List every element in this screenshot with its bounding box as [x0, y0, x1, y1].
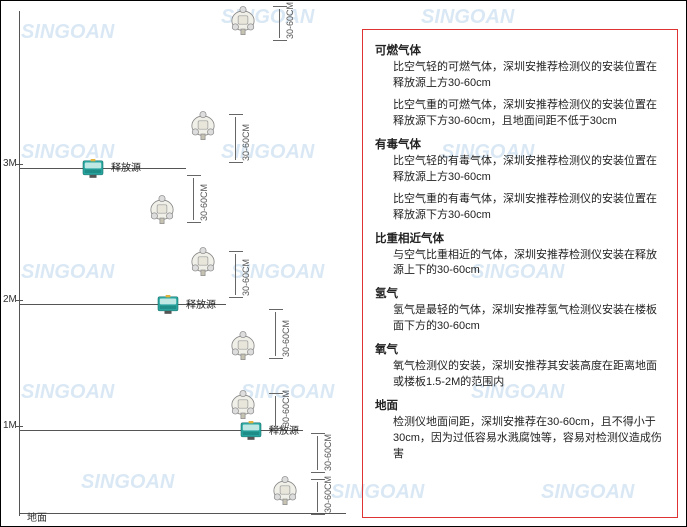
legend-section-title: 氢气 — [375, 285, 667, 301]
watermark: SINGOAN — [81, 471, 174, 494]
height-tick — [15, 426, 23, 427]
release-source-icon — [239, 421, 263, 441]
release-source-label: 释放源 — [186, 296, 216, 311]
height-tick — [15, 164, 23, 165]
legend-text: 比空气重的有毒气体，深圳安推荐检测仪的安装位置在释放源下方30-60cm — [393, 192, 667, 224]
watermark: SINGOAN — [21, 381, 114, 404]
gas-detector-icon — [148, 193, 176, 225]
gas-detector-icon — [189, 109, 217, 141]
legend-section-title: 地面 — [375, 397, 667, 413]
legend-section-title: 比重相近气体 — [375, 230, 667, 246]
watermark: SINGOAN — [421, 6, 514, 29]
legend-text: 与空气比重相近的气体，深圳安推荐检测仪安装在释放源上下的30-60cm — [393, 248, 667, 280]
dimension-label: 30-60CM — [323, 481, 333, 513]
release-source-icon — [156, 295, 180, 315]
release-source-icon — [81, 159, 105, 179]
height-axis — [19, 11, 20, 516]
gas-detector-icon — [229, 4, 257, 36]
legend-text: 比空气轻的有毒气体，深圳安推荐检测仪的安装位置在释放源上方30-60cm — [393, 154, 667, 186]
gas-detector-icon — [229, 388, 257, 420]
legend-text: 检测仪地面间距，深圳安推荐在30-60cm，且不得小于30cm，因为过低容易水溅… — [393, 415, 667, 463]
dimension-label: 30-60CM — [281, 395, 291, 427]
legend-text: 比空气轻的可燃气体，深圳安推荐检测仪的安装位置在释放源上方30-60cm — [393, 60, 667, 92]
height-tick — [15, 300, 23, 301]
legend-section-title: 氧气 — [375, 341, 667, 357]
legend-box: 可燃气体比空气轻的可燃气体，深圳安推荐检测仪的安装位置在释放源上方30-60cm… — [362, 29, 678, 518]
dimension-label: 30-60CM — [323, 435, 333, 471]
legend-text: 氢气是最轻的气体，深圳安推荐氢气检测仪安装在楼板面下方的30-60cm — [393, 303, 667, 335]
legend-section-title: 有毒气体 — [375, 136, 667, 152]
legend-text: 比空气重的可燃气体，深圳安推荐检测仪的安装位置在释放源下方30-60cm，且地面… — [393, 98, 667, 130]
legend-section-title: 可燃气体 — [375, 42, 667, 58]
gas-detector-icon — [229, 329, 257, 361]
dimension-label: 30-60CM — [285, 8, 295, 39]
diagram-page: SINGOAN SINGOAN SINGOAN SINGOAN SINGOAN … — [0, 0, 687, 527]
dimension-label: 30-60CM — [199, 177, 209, 221]
watermark: SINGOAN — [21, 21, 114, 44]
gas-detector-icon — [271, 474, 299, 506]
ground-line — [19, 513, 346, 514]
release-source-label: 释放源 — [111, 159, 141, 174]
gas-detector-icon — [189, 245, 217, 277]
watermark: SINGOAN — [21, 261, 114, 284]
dimension-label: 30-60CM — [241, 253, 251, 296]
ground-label: 地面 — [27, 509, 47, 524]
dimension-label: 30-60CM — [281, 311, 291, 357]
legend-text: 氧气检测仪的安装，深圳安推荐其安装高度在距离地面或楼板1.5-2M的范围内 — [393, 359, 667, 391]
dimension-label: 30-60CM — [241, 116, 251, 161]
